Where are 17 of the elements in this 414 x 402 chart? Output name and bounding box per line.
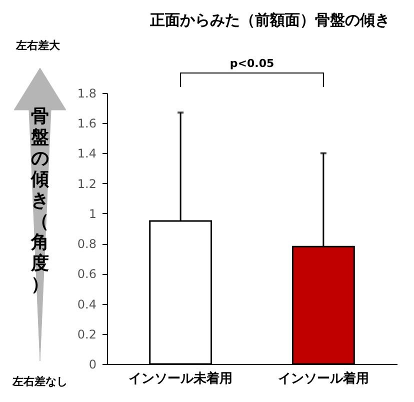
text: 左右差大 bbox=[15, 39, 61, 52]
text: p<0.05 bbox=[230, 57, 274, 70]
y-tick-label: 0.6 bbox=[77, 267, 96, 282]
y-tick-label: 0 bbox=[88, 358, 96, 372]
x-tick-label: インソール未着用 bbox=[128, 370, 233, 386]
y-tick-label: 1.2 bbox=[77, 176, 96, 191]
text: 骨盤の傾き（角度） bbox=[31, 106, 49, 295]
y-tick-label: 1.6 bbox=[77, 116, 96, 131]
y-tick-label: 0.8 bbox=[77, 237, 96, 252]
y-tick-label: 0.4 bbox=[77, 297, 96, 312]
y-tick-label: 1.4 bbox=[77, 146, 96, 161]
chart-title: 正面からみた（前額面）骨盤の傾き bbox=[149, 11, 390, 29]
text: 左右差なし bbox=[12, 375, 68, 388]
y-tick-label: 0.2 bbox=[77, 327, 96, 342]
x-tick-label: インソール着用 bbox=[278, 370, 369, 386]
y-tick-label: 1 bbox=[88, 206, 96, 221]
y-tick-label: 1.8 bbox=[77, 86, 96, 100]
